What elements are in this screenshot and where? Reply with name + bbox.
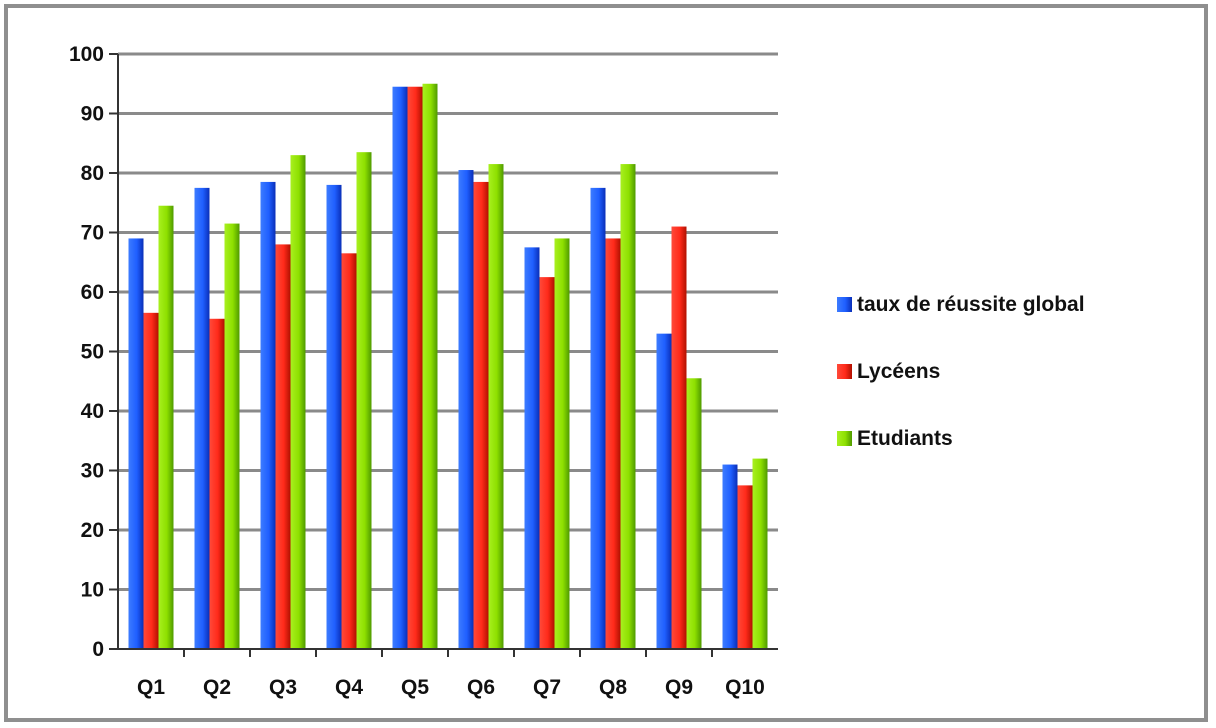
bar-q6-series-3 <box>488 164 504 649</box>
y-tick-label: 0 <box>92 638 104 661</box>
legend-label: Lycéens <box>857 360 940 383</box>
bar-q10-series-1 <box>722 464 738 649</box>
bar-q9-series-1 <box>656 333 672 649</box>
bar-q9-series-2 <box>671 226 687 650</box>
bar-q8-series-3 <box>620 164 636 649</box>
x-tick-label: Q4 <box>335 676 363 699</box>
legend-label: taux de réussite global <box>857 293 1085 316</box>
bar-q10-series-2 <box>737 485 753 649</box>
bar-q1-series-2 <box>143 312 159 649</box>
y-tick-label: 100 <box>69 43 104 66</box>
x-tick-label: Q3 <box>269 676 297 699</box>
bar-q5-series-2 <box>407 86 423 650</box>
bar-q2-series-2 <box>209 318 225 649</box>
y-tick-labels: 0 10 20 30 40 50 60 70 80 90 100 <box>69 43 104 661</box>
bar-q7-series-2 <box>539 277 555 649</box>
y-tick-label: 50 <box>81 341 104 364</box>
bar-q4-series-2 <box>341 253 357 649</box>
y-tick-label: 70 <box>81 222 104 245</box>
bar-q10-series-3 <box>752 458 768 649</box>
bar-q3-series-2 <box>275 244 291 649</box>
bar-q2-series-1 <box>194 187 210 649</box>
legend-swatch <box>837 364 852 379</box>
bar-q1-series-1 <box>128 238 144 649</box>
legend-label: Etudiants <box>857 427 953 450</box>
y-tick-label: 10 <box>81 579 104 602</box>
x-tick-label: Q5 <box>401 676 429 699</box>
x-tick-label: Q1 <box>137 676 165 699</box>
x-tick-label: Q9 <box>665 676 693 699</box>
legend-swatch <box>837 431 852 446</box>
x-tick-label: Q7 <box>533 676 561 699</box>
bar-q6-series-1 <box>458 170 474 649</box>
x-tick-label: Q2 <box>203 676 231 699</box>
y-tick-label: 90 <box>81 103 104 126</box>
bar-q1-series-3 <box>158 205 174 649</box>
bar-q9-series-3 <box>686 378 702 649</box>
bar-q2-series-3 <box>224 223 240 649</box>
bar-q5-series-3 <box>422 83 438 649</box>
y-tick-label: 30 <box>81 460 104 483</box>
legend-swatch <box>837 297 852 312</box>
bar-q4-series-1 <box>326 184 342 649</box>
bar-q6-series-2 <box>473 181 489 650</box>
x-tick-label: Q10 <box>725 676 765 699</box>
bar-q5-series-1 <box>392 86 408 650</box>
x-tick-label: Q8 <box>599 676 627 699</box>
bar-q3-series-1 <box>260 181 276 650</box>
y-tick-label: 60 <box>81 281 104 304</box>
x-tick-label: Q6 <box>467 676 495 699</box>
y-tick-label: 20 <box>81 519 104 542</box>
bar-q4-series-3 <box>356 152 372 650</box>
y-tick-label: 40 <box>81 400 104 423</box>
bars <box>128 83 768 650</box>
x-tick-labels: Q1 Q2 Q3 Q4 Q5 Q6 Q7 Q8 Q9 Q10 <box>137 676 765 699</box>
bar-q7-series-3 <box>554 238 570 649</box>
legend: taux de réussite global Lycéens Etudiants <box>837 293 1085 450</box>
axes <box>109 53 778 657</box>
bar-q3-series-3 <box>290 155 306 649</box>
bar-q7-series-1 <box>524 247 540 649</box>
bar-q8-series-1 <box>590 187 606 649</box>
bar-q8-series-2 <box>605 238 621 649</box>
y-tick-label: 80 <box>81 162 104 185</box>
